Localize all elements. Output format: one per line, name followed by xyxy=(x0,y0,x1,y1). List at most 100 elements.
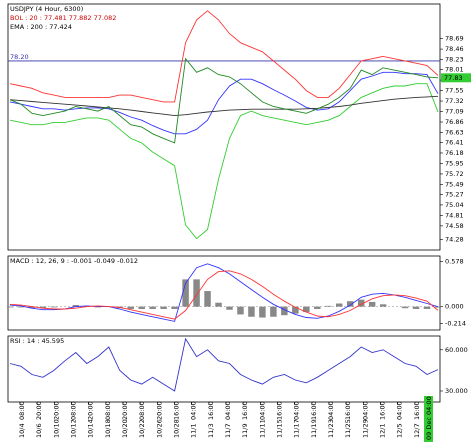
x-tick-time: 04:00 xyxy=(327,401,335,420)
y-tick-label: 76.18 xyxy=(445,149,464,157)
x-tick-date: 12/5 xyxy=(396,423,404,438)
histogram-bar xyxy=(28,306,36,309)
histogram-bar xyxy=(149,306,156,309)
legend-entry: EMA : 200 : 77.424 xyxy=(10,23,72,31)
y-tick-label: -0.214 xyxy=(445,319,466,327)
histogram-bar xyxy=(357,299,365,307)
histogram-bar xyxy=(193,279,200,307)
x-tick-time: 20:00 xyxy=(52,401,60,420)
y-tick-label: 75.49 xyxy=(445,180,464,188)
histogram-bar xyxy=(6,306,14,308)
histogram-bar xyxy=(237,306,244,315)
x-tick-time: 16:00 xyxy=(207,401,215,420)
x-tick-date: 11/19 xyxy=(310,419,318,438)
panel-title: RSI : 14 : 45.595 xyxy=(10,337,64,345)
y-tick-label: 75.27 xyxy=(445,190,464,198)
x-tick-date: 10/4 xyxy=(18,423,26,438)
histogram-bar xyxy=(215,302,222,307)
x-tick-time: 16:00 xyxy=(173,401,181,420)
histogram-bar xyxy=(182,279,189,307)
x-tick-time: 16:00 xyxy=(379,401,387,420)
histogram-bar xyxy=(127,306,134,309)
x-tick-date: 10/14 xyxy=(87,419,95,438)
y-tick-label: 74.81 xyxy=(445,211,464,219)
series-line xyxy=(9,95,439,117)
x-tick-time: 08:00 xyxy=(70,401,78,420)
x-tick-time: 08:00 xyxy=(138,401,146,420)
histogram-bar xyxy=(314,306,321,309)
x-tick-date: 11/9 xyxy=(241,423,249,438)
reference-label: 78.20 xyxy=(10,53,29,61)
histogram-bar xyxy=(204,291,211,307)
histogram-bar xyxy=(171,306,178,309)
last-time-label: 09 Dec 04:00 xyxy=(425,396,433,440)
histogram-bar xyxy=(72,305,80,307)
series-line xyxy=(9,10,439,103)
panel-title: USDJPY (4 Hour, 6300) xyxy=(10,5,83,13)
histogram-bar xyxy=(259,306,266,318)
x-tick-date: 11/3 xyxy=(207,423,215,438)
x-tick-date: 11/7 xyxy=(224,423,232,438)
x-tick-time: 08:00 xyxy=(18,401,26,420)
y-tick-label: 75.72 xyxy=(445,170,464,178)
series-line xyxy=(9,337,439,392)
x-tick-date: 11/23 xyxy=(327,419,335,438)
x-tick-date: 10/6 xyxy=(35,423,43,438)
last-price-label: 77.83 xyxy=(444,74,463,82)
histogram-bar xyxy=(379,304,387,307)
x-tick-time: 20:00 xyxy=(121,401,129,420)
histogram-bar xyxy=(423,306,431,309)
x-tick-date: 11/15 xyxy=(276,419,284,438)
x-tick-date: 11/1 xyxy=(190,423,198,438)
x-tick-date: 10/10 xyxy=(52,419,60,438)
panel-frame xyxy=(7,3,441,251)
x-tick-date: 12/7 xyxy=(413,423,421,438)
y-tick-label: 78.23 xyxy=(445,56,464,64)
x-tick-date: 11/11 xyxy=(258,419,266,438)
x-tick-time: 04:00 xyxy=(190,401,198,420)
y-tick-label: 78.69 xyxy=(445,35,464,43)
histogram-bar xyxy=(368,301,376,307)
y-tick-label: 76.41 xyxy=(445,138,464,146)
y-tick-label: 78.01 xyxy=(445,66,464,74)
histogram-bar xyxy=(160,306,167,309)
last-time-box xyxy=(424,396,433,442)
y-tick-label: 76.63 xyxy=(445,128,464,136)
histogram-bar xyxy=(346,301,354,307)
legend-entry: BOL : 20 : 77.481 77.882 77.082 xyxy=(10,14,116,22)
x-tick-date: 11/25 xyxy=(344,419,352,438)
y-tick-label: 74.58 xyxy=(445,222,464,230)
x-tick-time: 16:00 xyxy=(276,401,284,420)
histogram-bar xyxy=(434,306,442,308)
y-tick-label: 0.578 xyxy=(445,258,464,266)
series-line xyxy=(9,270,439,320)
histogram-bar xyxy=(412,306,420,309)
y-tick-label: 76.86 xyxy=(445,118,464,126)
x-tick-time: 04:00 xyxy=(224,401,232,420)
histogram-bar xyxy=(303,306,310,313)
x-tick-time: 16:00 xyxy=(413,401,421,420)
x-tick-time: 04:00 xyxy=(293,401,301,420)
histogram-bar xyxy=(226,306,233,310)
x-tick-date: 10/26 xyxy=(155,419,163,438)
y-tick-label: 0.000 xyxy=(445,303,464,311)
y-tick-label: 77.55 xyxy=(445,87,464,95)
y-tick-label: 75.95 xyxy=(445,159,464,167)
histogram-bar xyxy=(292,306,299,314)
x-tick-time: 20:00 xyxy=(87,401,95,420)
histogram-bar xyxy=(17,306,25,308)
histogram-bar xyxy=(325,305,332,307)
series-line xyxy=(9,57,439,144)
histogram-bar xyxy=(270,306,277,317)
histogram-bar xyxy=(138,306,145,309)
x-tick-date: 10/22 xyxy=(138,419,146,438)
x-tick-time: 16:00 xyxy=(344,401,352,420)
y-tick-label: 30.000 xyxy=(445,387,468,395)
series-line xyxy=(9,83,439,240)
histogram-bar xyxy=(335,303,343,307)
panel-title: MACD : 12, 26, 9 : -0.001 -0.049 -0.012 xyxy=(10,257,138,265)
panel-frame xyxy=(7,255,441,331)
y-tick-label: 77.32 xyxy=(445,97,464,105)
x-tick-time: 16:00 xyxy=(241,401,249,420)
